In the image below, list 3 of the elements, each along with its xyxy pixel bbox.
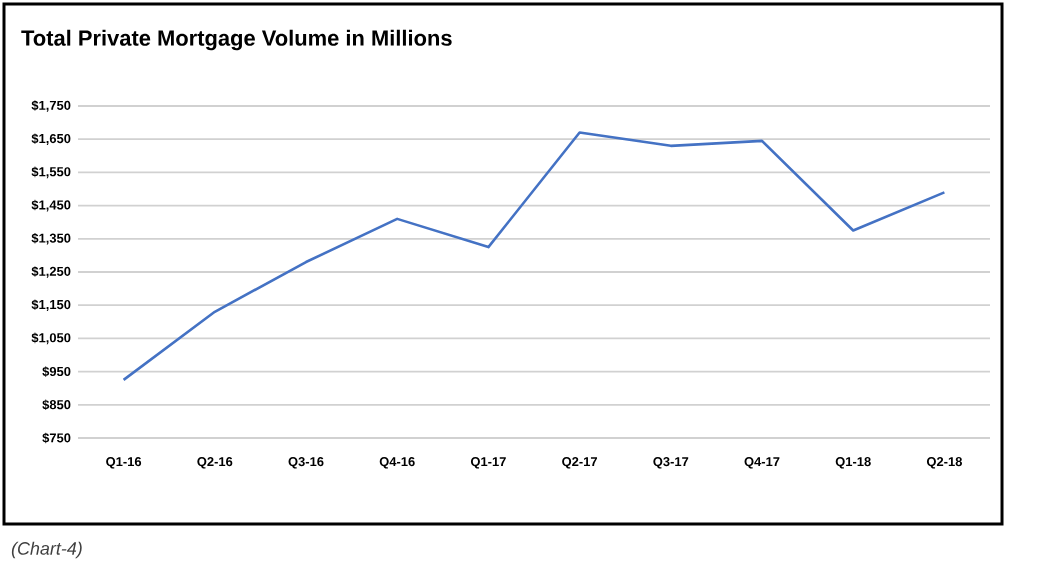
text: (Chart-4) xyxy=(11,541,82,559)
line-series xyxy=(122,131,946,382)
chart-title: Total Private Mortgage Volume in Millions xyxy=(21,29,452,51)
